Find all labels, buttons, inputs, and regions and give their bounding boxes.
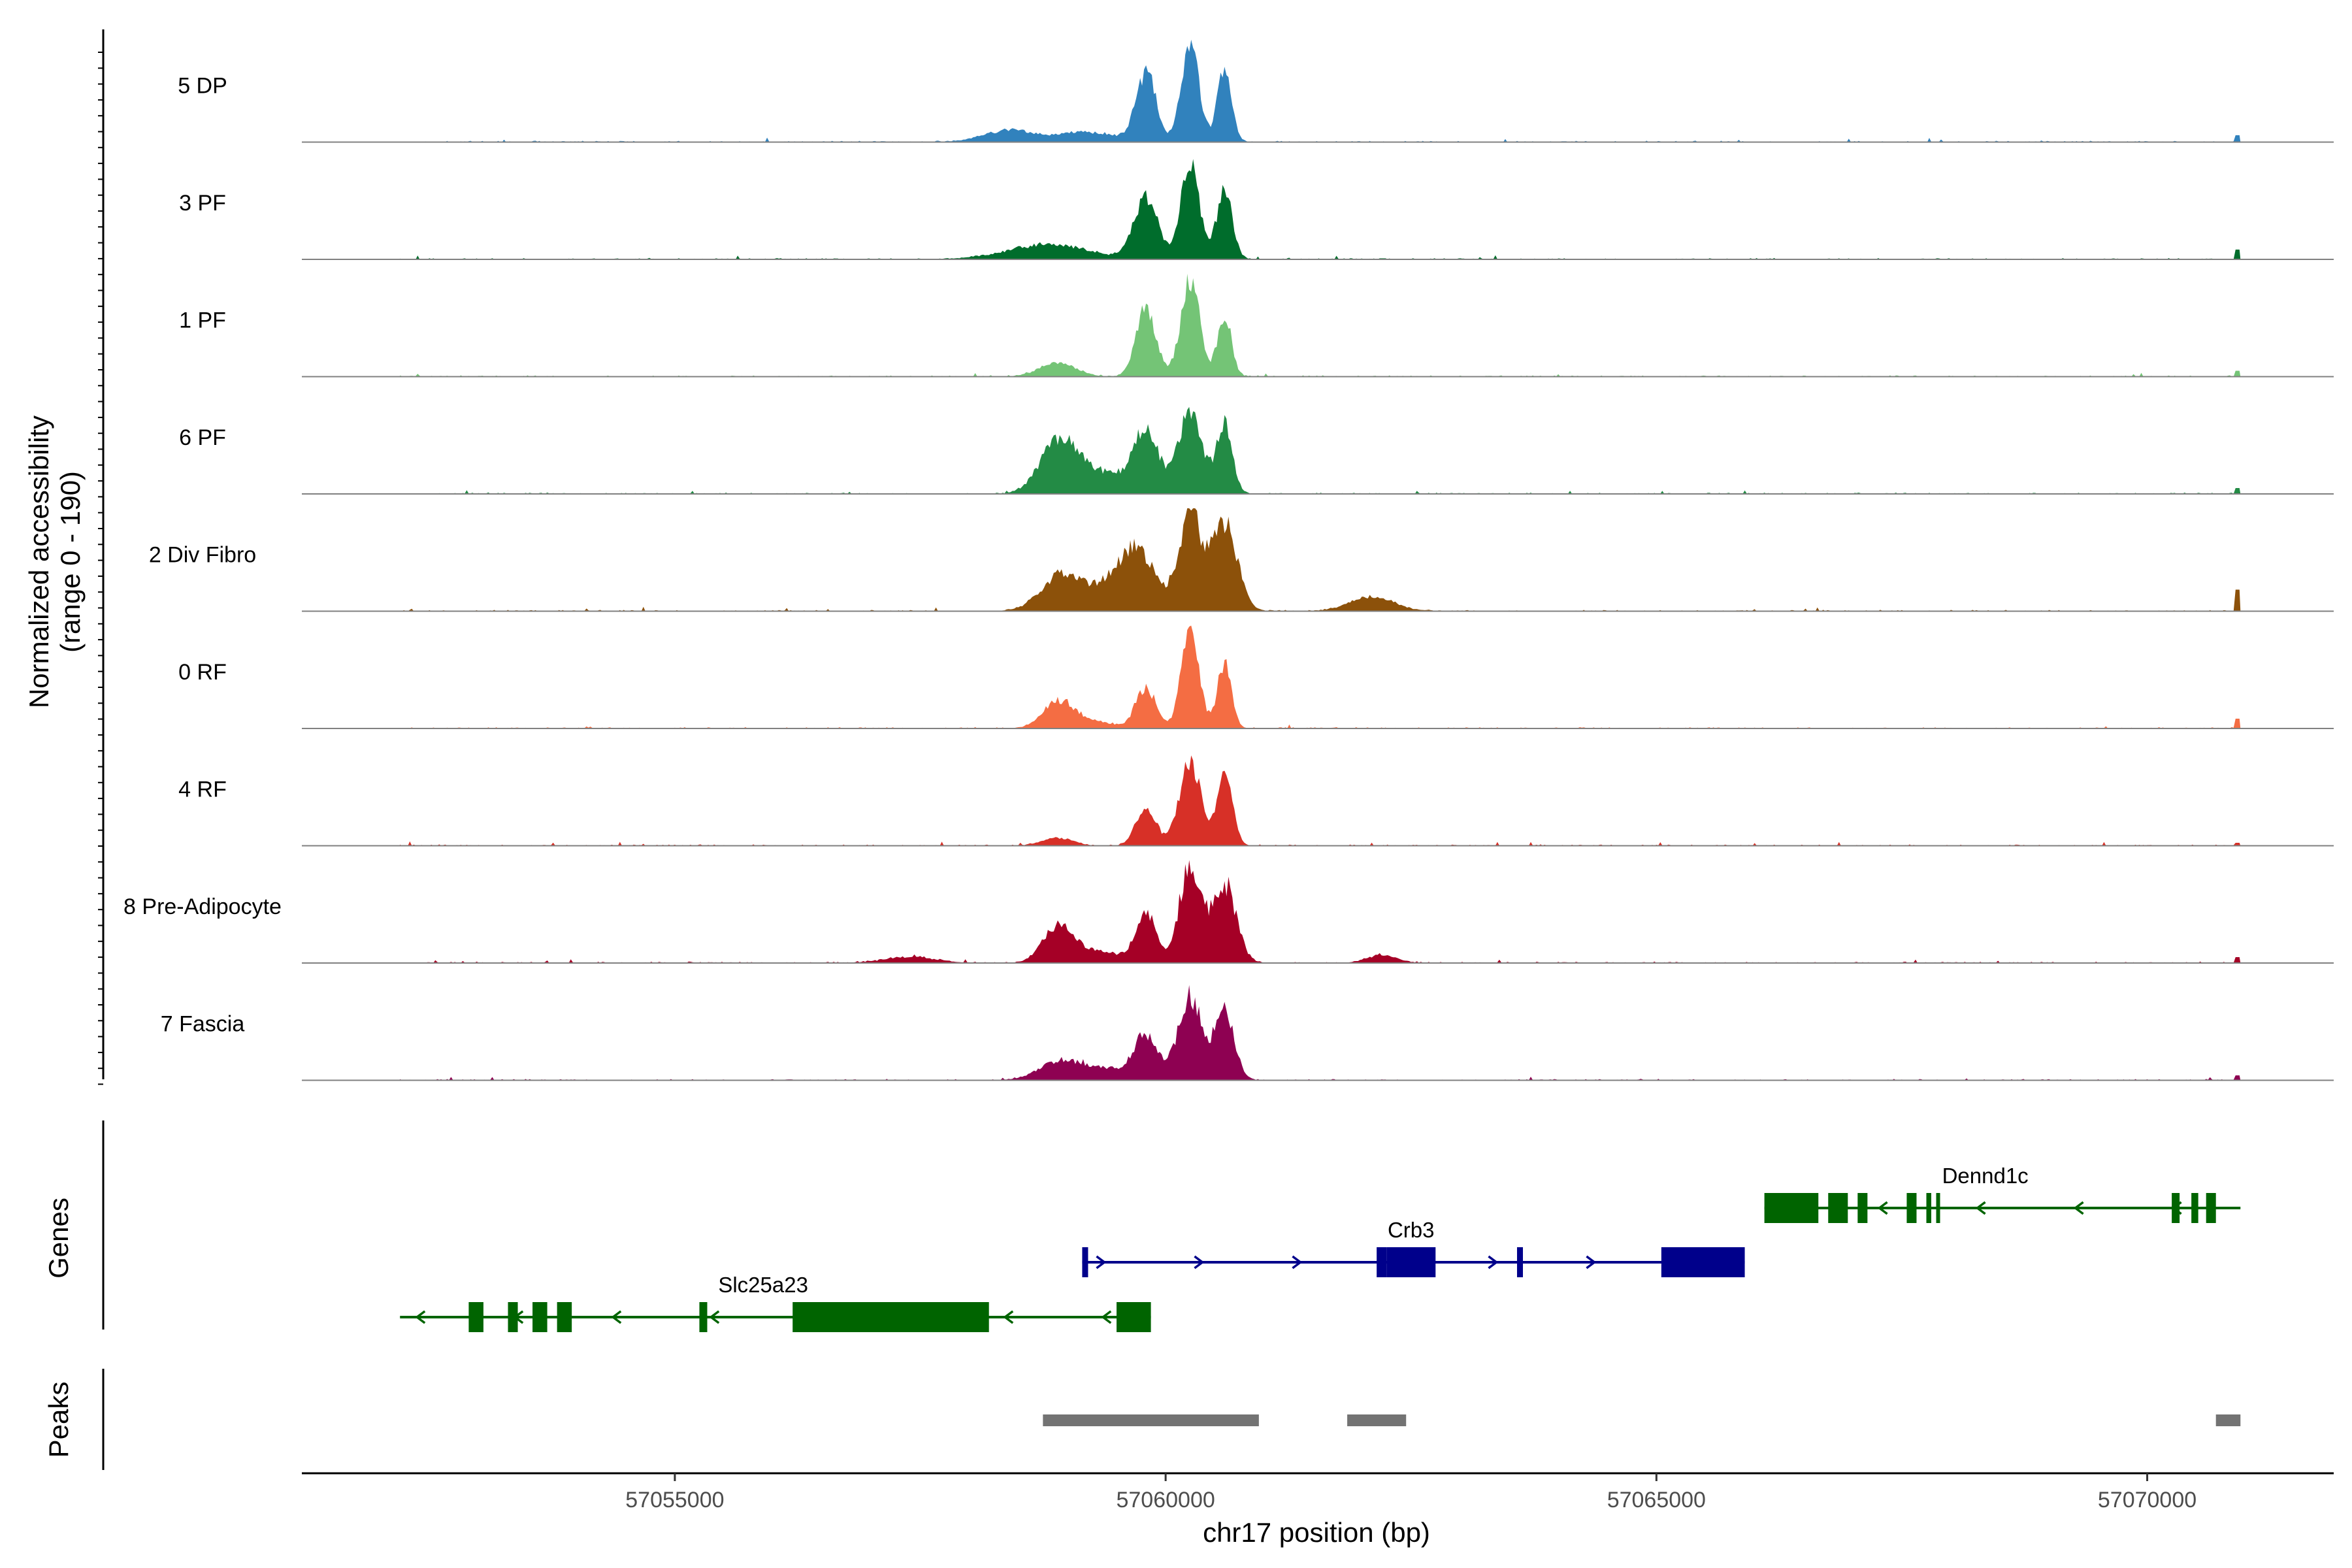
- track-4-rf: 4 RF: [178, 755, 2334, 847]
- track-label: 2 Div Fibro: [149, 543, 256, 568]
- strand-arrow: [1586, 1255, 1597, 1269]
- genes-panel-label: Genes: [43, 1198, 74, 1279]
- strand-arrow: [415, 1310, 426, 1324]
- coverage-area: [400, 508, 2241, 612]
- peaks-panel: [1043, 1414, 2241, 1426]
- track-2-div-fibro: 2 Div Fibro: [149, 508, 2334, 612]
- coverage-area: [400, 625, 2241, 728]
- genes-panel: Slc25a23 Crb3 Dennd1c: [400, 1164, 2241, 1332]
- strand-arrow: [2073, 1201, 2084, 1215]
- strand-arrow: [1003, 1310, 1014, 1324]
- coverage-tracks: 5 DP 3 PF 1 PF 6 PF 2 Div Fibro 0 RF 4 RF 8 Pre…: [123, 39, 2334, 1081]
- strand-arrow: [1096, 1255, 1107, 1269]
- exon-block: [2206, 1193, 2216, 1223]
- track-5-dp: 5 DP: [178, 39, 2334, 143]
- coverage-area: [400, 39, 2241, 142]
- exon-block: [1386, 1247, 1436, 1277]
- coverage-area: [400, 985, 2241, 1081]
- y-axis-title: Normalized accessibility: [24, 416, 54, 708]
- gene-crb3: Crb3: [1082, 1218, 1745, 1277]
- track-7-fascia: 7 Fascia: [161, 985, 2334, 1081]
- gene-dennd1c: Dennd1c: [1764, 1164, 2241, 1223]
- track-1-pf: 1 PF: [179, 274, 2334, 378]
- gene-name-label: Crb3: [1388, 1218, 1435, 1242]
- exon-block: [1516, 1247, 1524, 1277]
- exon-block: [1117, 1302, 1151, 1332]
- peaks-panel-label: Peaks: [43, 1382, 74, 1458]
- exon-block: [1082, 1247, 1088, 1277]
- exon-block: [2172, 1193, 2180, 1223]
- exon-block: [508, 1302, 518, 1332]
- track-label: 6 PF: [179, 425, 226, 450]
- exon-block: [1936, 1193, 1940, 1223]
- exon-block: [1828, 1193, 1848, 1223]
- exon-block: [1377, 1247, 1387, 1277]
- track-6-pf: 6 PF: [179, 406, 2334, 495]
- gene-slc25a23: Slc25a23: [400, 1273, 1151, 1332]
- track-8-pre-adipocyte: 8 Pre-Adipocyte: [123, 860, 2334, 964]
- exon-block: [557, 1302, 572, 1332]
- exon-block: [532, 1302, 547, 1332]
- track-label: 3 PF: [179, 191, 226, 216]
- track-label: 5 DP: [178, 74, 227, 99]
- exon-block: [699, 1302, 708, 1332]
- track-label: 0 RF: [178, 660, 227, 685]
- track-label: 1 PF: [179, 308, 226, 333]
- exon-block: [1857, 1193, 1868, 1223]
- exon-block: [792, 1302, 989, 1332]
- coverage-area: [400, 860, 2241, 963]
- strand-arrow: [709, 1310, 720, 1324]
- track-label: 4 RF: [178, 777, 227, 802]
- exon-block: [1764, 1193, 1819, 1223]
- gene-name-label: Slc25a23: [718, 1273, 808, 1297]
- track-3-pf: 3 PF: [179, 159, 2334, 260]
- x-tick-label: 57070000: [2098, 1488, 2197, 1512]
- x-axis: 57055000 57060000 57065000 57070000: [302, 1472, 2334, 1512]
- coverage-area: [400, 274, 2241, 377]
- x-tick-label: 57060000: [1116, 1488, 1215, 1512]
- peak-region: [2215, 1414, 2241, 1426]
- strand-arrow: [1292, 1255, 1303, 1269]
- track-0-rf: 0 RF: [178, 625, 2334, 729]
- x-axis-title: chr17 position (bp): [1203, 1517, 1430, 1548]
- exon-block: [468, 1302, 483, 1332]
- x-tick-label: 57065000: [1607, 1488, 1706, 1512]
- exon-block: [1661, 1247, 1745, 1277]
- exon-block: [1906, 1193, 1917, 1223]
- coverage-area: [400, 755, 2241, 846]
- y-axis-range: (range 0 - 190): [55, 471, 86, 653]
- coverage-area: [400, 406, 2241, 494]
- strand-arrow: [1488, 1255, 1499, 1269]
- strand-arrow: [1101, 1310, 1112, 1324]
- strand-arrow: [611, 1310, 622, 1324]
- strand-arrow: [1975, 1201, 1986, 1215]
- strand-arrow: [1194, 1255, 1205, 1269]
- strand-arrow: [1877, 1201, 1888, 1215]
- exon-block: [1926, 1193, 1932, 1223]
- exon-block: [2191, 1193, 2198, 1223]
- track-label: 7 Fascia: [161, 1012, 245, 1037]
- gene-name-label: Dennd1c: [1942, 1164, 2029, 1188]
- peak-region: [1043, 1414, 1259, 1426]
- peak-region: [1347, 1414, 1407, 1426]
- track-label: 8 Pre-Adipocyte: [123, 894, 282, 919]
- coverage-area: [400, 159, 2241, 259]
- y-axis: [98, 29, 105, 1085]
- x-tick-label: 57055000: [625, 1488, 724, 1512]
